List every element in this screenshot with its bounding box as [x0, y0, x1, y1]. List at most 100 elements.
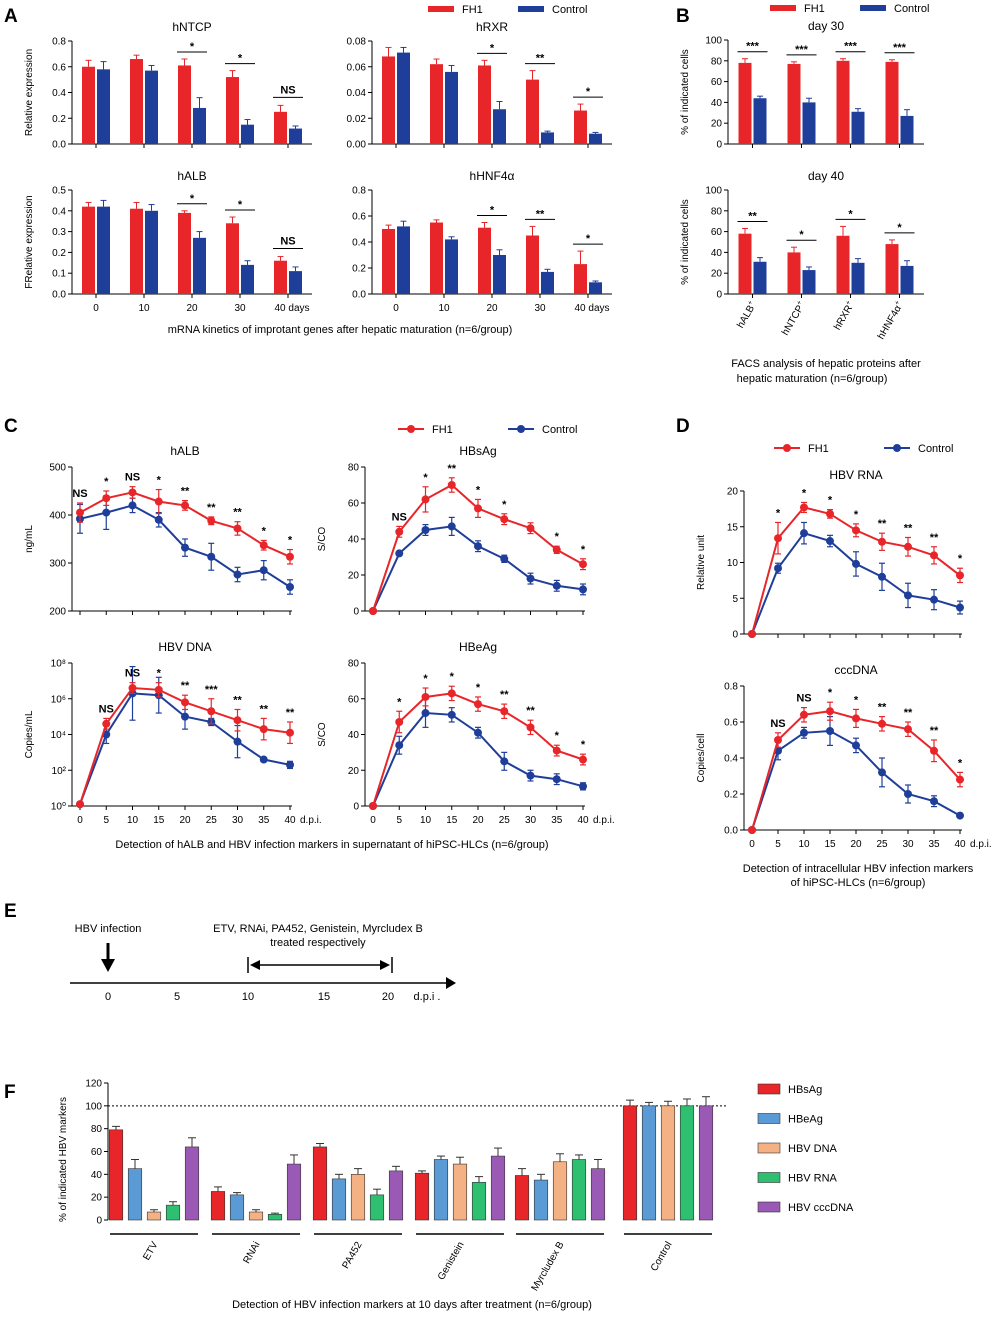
d-cccdna-point-fh1: [956, 775, 964, 784]
a-hntcp-bar-control: [241, 124, 254, 144]
b-day30-bar-fh1: [787, 63, 801, 144]
panel-letter-b: B: [676, 6, 690, 27]
a-hhnf4a-x-tick-label: 20: [486, 303, 498, 314]
f-y-tick-label: 0: [96, 1216, 102, 1227]
d-hbvrna-point-fh1: [748, 630, 756, 638]
panel-letter-f: F: [4, 1082, 16, 1103]
b-day40-sig: *: [799, 229, 804, 241]
f-legend-label: HBsAg: [788, 1084, 822, 1096]
c-hbvdna-point-fh1: [207, 707, 216, 716]
f-y-tick-label: 80: [91, 1124, 103, 1135]
a-hhnf4a-bar-control: [541, 271, 554, 294]
c-hbeag-x-tick-label: 20: [472, 815, 484, 826]
d-cccdna-point-control: [878, 768, 886, 777]
f-legend-label: HBV RNA: [788, 1173, 838, 1185]
f-legend-swatch: [757, 1083, 781, 1095]
d-cccdna-point-fh1: [904, 725, 912, 734]
a-hhnf4a-bar-control: [493, 255, 506, 294]
b-day40-bar-fh1: [836, 235, 850, 294]
c-hbvdna-point-fh1: [154, 685, 163, 694]
c-hbvdna-sig: NS: [99, 703, 114, 715]
b-day40-category-label: hRXR+: [831, 300, 857, 333]
f-group-label: RNAi: [241, 1240, 262, 1266]
a-hhnf4a-y-tick-label: 0.0: [352, 290, 366, 301]
f-bar-hbsag: [514, 1175, 530, 1221]
c-halb-point-fh1: [233, 524, 242, 533]
c-halb-point-control: [102, 508, 111, 517]
c-hbvdna-sig: **: [259, 703, 268, 715]
f-legend-swatch: [757, 1201, 781, 1213]
c-halb-sig: **: [207, 502, 216, 514]
e-tick-label: 15: [318, 991, 330, 1003]
f-bar-hbeag: [641, 1105, 657, 1221]
d-hbvrna-point-control: [878, 572, 886, 581]
c-hbvdna-title: HBV DNA: [158, 640, 211, 654]
f-group-label: Genistein: [436, 1240, 467, 1282]
c-hbsag-sig: *: [502, 499, 507, 511]
b-day30-sig: ***: [795, 44, 809, 56]
b-day40-y-tick-label: 60: [711, 227, 723, 238]
c-halb-point-control: [154, 515, 163, 524]
d-hbvrna-title: HBV RNA: [829, 468, 882, 482]
d-cccdna-y-tick-label: 0.4: [724, 754, 738, 765]
c-hbsag-point-fh1: [526, 524, 535, 533]
a-hhnf4a-bar-control: [397, 226, 410, 294]
a-hhnf4a-sig: **: [536, 208, 545, 220]
d-cccdna-x-tick-label: 20: [850, 839, 862, 850]
c-hbsag-sig: *: [581, 544, 586, 556]
f-bar-hbsag: [312, 1146, 328, 1221]
legend-a-label-fh1: FH1: [462, 4, 483, 16]
f-bar-hbv-cccdna: [490, 1155, 506, 1221]
legend-c-label-control: Control: [542, 424, 577, 436]
c-hbsag-title: HBsAg: [459, 444, 496, 458]
a-hntcp-y-tick-label: 0.0: [52, 140, 66, 151]
e-infection-label: HBV infection: [75, 923, 142, 935]
d-hbvrna-point-control: [826, 537, 834, 546]
c-hbeag-x-tick-label: 0: [370, 815, 376, 826]
c-hbvdna-x-tick-label: 30: [232, 815, 244, 826]
d-hbvrna-point-fh1: [774, 534, 782, 543]
c-halb-point-fh1: [128, 488, 137, 497]
legend-d-marker-control: [893, 444, 901, 452]
b-day30-bar-fh1: [885, 61, 899, 145]
a-hhnf4a-bar-fh1: [478, 227, 491, 294]
c-hbvdna-y-tick-label: 10⁸: [51, 659, 66, 670]
c-hbeag-x-tick-label: 30: [525, 815, 537, 826]
a-hhnf4a-sig: *: [490, 205, 495, 217]
f-y-tick-label: 100: [85, 1101, 102, 1112]
d-cccdna-point-control: [904, 790, 912, 798]
d-cccdna-sig: **: [878, 702, 887, 714]
c-halb-sig: *: [104, 476, 109, 488]
b-day30-bar-fh1: [738, 62, 752, 144]
b-day40-category-label: hALB+: [734, 300, 759, 331]
a-hhnf4a-y-tick-label: 0.4: [352, 238, 366, 249]
b-day40-y-tick-label: 40: [711, 248, 723, 259]
d-cccdna-x-tick-label: 35: [928, 839, 940, 850]
a-halb-y-label: FRelative expression: [24, 195, 35, 288]
d-cccdna-sig: *: [958, 757, 963, 769]
d-hbvrna-sig: *: [958, 553, 963, 565]
a-hrxr-y-tick-label: 0.08: [347, 37, 367, 48]
f-group-label: Myrcludex B: [530, 1240, 567, 1293]
c-hbsag-point-fh1: [579, 560, 587, 569]
c-hbeag-point-control: [474, 728, 482, 737]
d-hbvrna-point-fh1: [904, 542, 912, 551]
b-day40-y-tick-label: 100: [705, 186, 722, 197]
c-halb-title: hALB: [170, 444, 199, 458]
c-hbvdna-x-tick-label: 20: [179, 815, 191, 826]
a-hhnf4a-bar-fh1: [430, 222, 443, 294]
e-timeline-arrowhead: [446, 977, 456, 989]
d-hbvrna-point-fh1: [956, 571, 964, 580]
a-halb-bar-fh1: [130, 208, 143, 294]
c-hbsag-y-tick-label: 0: [353, 607, 359, 618]
legend-d-marker-fh1: [783, 444, 791, 452]
c-hbvdna-x-suffix: d.p.i.: [300, 815, 322, 826]
b-day40-bar-control: [900, 265, 914, 294]
f-bar-hbv-dna: [248, 1211, 264, 1221]
c-hbvdna-x-tick-label: 5: [103, 815, 109, 826]
c-hbeag-point-fh1: [421, 692, 430, 701]
c-hbvdna-point-control: [259, 755, 268, 764]
b-day30-y-label: % of indicated cells: [680, 49, 691, 135]
c-hbeag-point-fh1: [500, 707, 509, 716]
f-bar-hbv-cccdna: [590, 1168, 606, 1221]
